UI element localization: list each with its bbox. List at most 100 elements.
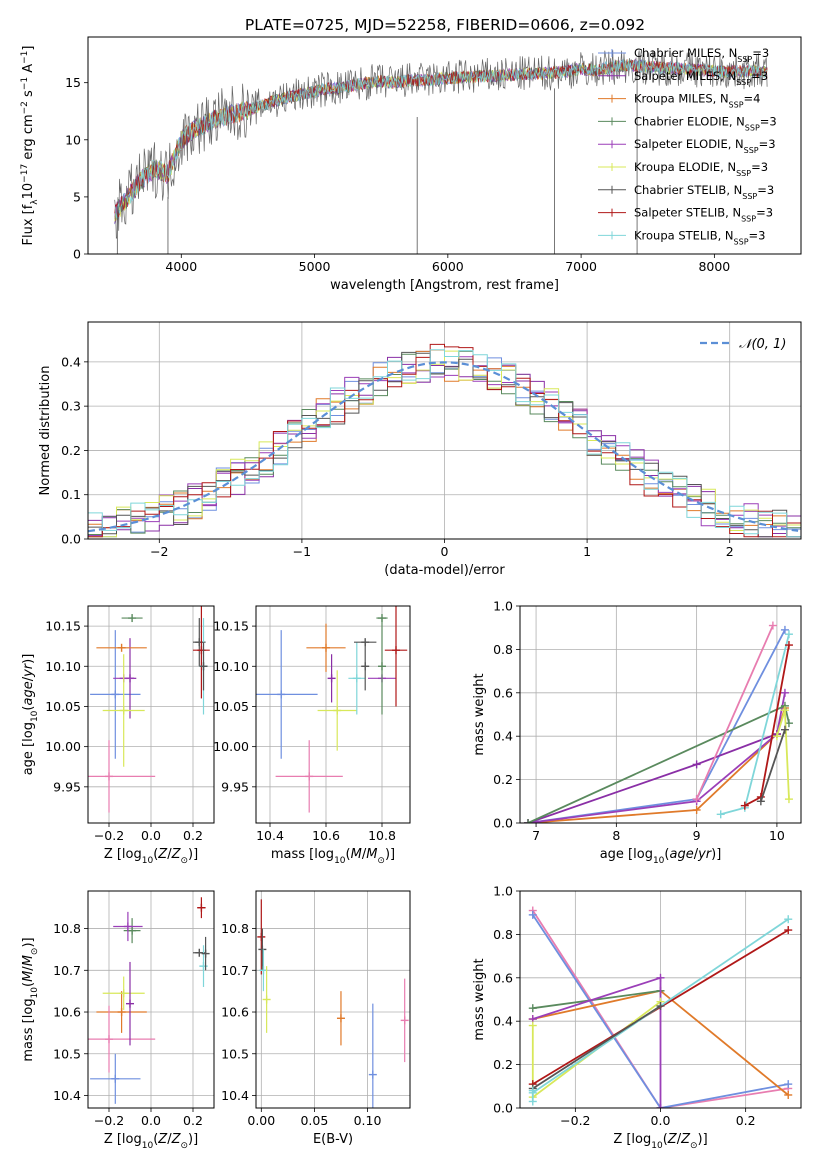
x-tick-label: 0.00 [247,1113,275,1128]
weight-line [532,910,789,1108]
residual-histogram [88,356,801,538]
y-tick-label: 10.5 [53,1046,81,1061]
data-point [96,643,147,652]
spectrum-legend: Chabrier MILES, NSSP=3 Salpeter MILES, NS… [598,46,777,246]
x-axis-label: (data-model)/error [384,563,505,578]
y-tick-label: 0.6 [493,970,513,985]
data-point [378,618,386,715]
data-point [317,670,357,751]
y-tick-label: 9.95 [53,779,81,794]
data-point [258,928,267,971]
data-point [126,961,134,1046]
y-tick-label: 10 [65,132,81,147]
y-tick-label: 0.2 [493,772,513,787]
y-axis-label: Flux [fλ10−17 erg cm−2 s−1 A−1] [20,46,40,246]
data-point [199,945,208,987]
y-tick-label: 10.15 [45,619,81,634]
x-tick-label: −1 [293,544,311,559]
y-tick-label: 10.5 [221,1046,249,1061]
spectrum-panel: 4000 5000 6000 7000 8000 0 5 10 15 wavelength [An… [20,36,802,293]
x-tick-label: 0.2 [736,1113,756,1128]
x-axis-label: Z [log10(Z/Z⊙)] [104,847,198,866]
plot-area [524,621,793,823]
y-tick-label: 0 [73,247,81,262]
plot-area [88,897,210,1104]
x-tick-label: 10 [769,828,785,843]
x-tick-label: 8000 [698,259,730,274]
y-tick-label: 10.6 [221,1005,249,1020]
x-tick-label: 0.0 [141,828,161,843]
axes-frame [519,605,802,824]
data-point [197,897,206,919]
legend-label: 𝒩(0, 1) [739,337,786,352]
data-point [90,630,141,759]
y-axis-label: mass weight [472,673,487,755]
x-tick-label: 5000 [299,259,331,274]
plot-area [528,906,793,1108]
legend-label: Kroupa MILES, NSSP=4 [634,92,760,110]
x-tick-label: 2 [726,544,734,559]
data-point [306,623,346,672]
plot-area [88,606,210,813]
y-tick-label: 10.15 [213,619,249,634]
x-axis-label: Z [log10(Z/Z⊙)] [104,1132,198,1151]
x-tick-label: 7 [532,828,540,843]
x-tick-label: 1 [583,544,591,559]
y-tick-label: 0.0 [493,1101,513,1116]
data-point [121,614,143,623]
figure-title: PLATE=0725, MJD=52258, FIBERID=0606, z=0… [245,16,645,34]
x-tick-label: 6000 [432,259,464,274]
x-tick-label: 0.05 [300,1113,328,1128]
y-tick-label: 0.0 [493,816,513,831]
y-axis-label: mass [log10(M/M⊙)] [21,937,40,1061]
x-axis-label: wavelength [Angstrom, rest frame] [330,278,559,293]
x-tick-label: 10.6 [312,828,340,843]
y-tick-label: 10.00 [45,739,81,754]
y-tick-label: 0.3 [61,399,81,414]
weight-line [760,729,786,802]
x-tick-label: −0.2 [560,1113,590,1128]
weight-line [532,976,662,1108]
legend-label: Salpeter MILES, NSSP=3 [634,69,768,87]
data-point [400,978,409,1063]
x-tick-label: 0.10 [354,1113,382,1128]
y-axis-label: age [log10(age/yr)] [21,654,40,776]
data-point [102,976,145,1010]
weight-line [695,625,774,800]
x-tick-label: 0.0 [651,1113,671,1128]
x-tick-label: −0.2 [94,828,124,843]
axes-frame [255,605,411,824]
data-point [113,911,143,942]
data-point [327,654,336,703]
y-tick-label: 10.6 [53,1005,81,1020]
data-point [275,740,343,813]
y-tick-label: 10.05 [45,699,81,714]
weight-line [532,1005,661,1090]
data-point [90,1053,141,1104]
weight-line [527,629,786,823]
y-tick-label: 10.4 [53,1088,81,1103]
y-tick-label: 10.10 [45,659,81,674]
y-tick-label: 10.8 [53,921,81,936]
residuals-panel: −2 −1 0 1 2 0.0 0.1 0.2 0.3 0.4 (data-model)/error… [38,321,802,578]
weight-line [532,989,661,1010]
data-point [257,899,266,975]
y-tick-label: 0.6 [493,685,513,700]
y-tick-label: 0.2 [61,443,81,458]
residual-histogram [88,343,801,538]
x-tick-label: 0 [441,544,449,559]
x-tick-label: 7000 [565,259,597,274]
y-tick-label: 0.4 [493,1014,513,1029]
x-tick-label: 0.2 [183,1113,203,1128]
y-tick-label: 0.1 [61,487,81,502]
data-point [201,936,210,971]
x-axis-label: Z [log10(Z/Z⊙)] [613,1132,707,1151]
data-point [88,1005,156,1073]
axes-frame [87,890,215,1109]
weight-line [532,914,789,1108]
x-tick-label: 0.0 [141,1113,161,1128]
x-axis-label: mass [log10(M/M⊙)] [271,847,395,866]
residual-histogram [88,349,801,538]
y-tick-label: 10.4 [221,1088,249,1103]
axes-frame [87,605,215,824]
